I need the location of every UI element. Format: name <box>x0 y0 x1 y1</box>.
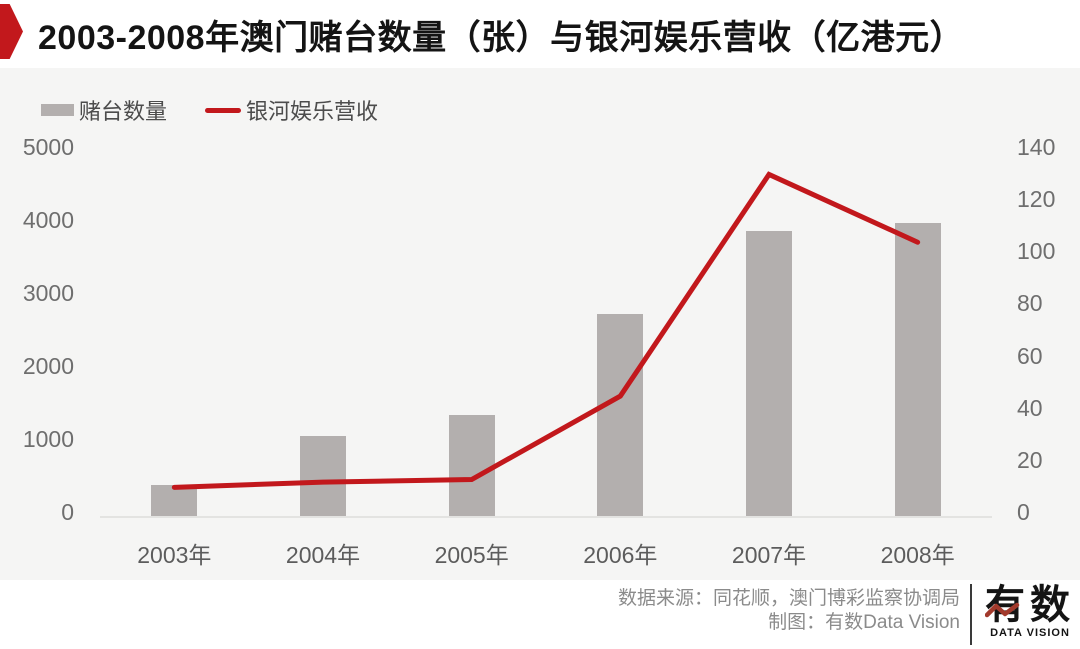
red-arrow-marker-icon <box>0 4 23 59</box>
logo-zigzag-icon <box>985 602 1020 618</box>
legend-item-tables: 赌台数量 <box>41 94 167 126</box>
line-swatch-icon <box>205 107 242 113</box>
legend-item-revenue: 银河娱乐营收 <box>205 94 378 126</box>
title-band: 2003-2008年澳门赌台数量（张）与银河娱乐营收（亿港元） <box>0 0 1080 68</box>
legend-label-revenue: 银河娱乐营收 <box>246 99 379 124</box>
legend: 赌台数量 银河娱乐营收 <box>41 94 378 126</box>
source-credit-text: 数据来源：同花顺，澳门博彩监察协调局 制图：有数Data Vision <box>618 587 960 635</box>
credit-line: 制图：有数Data Vision <box>768 612 960 633</box>
page-title: 2003-2008年澳门赌台数量（张）与银河娱乐营收（亿港元） <box>38 18 965 57</box>
legend-label-tables: 赌台数量 <box>79 99 168 124</box>
data-vision-logo: 有数 DATA VISION <box>982 585 1078 639</box>
footer-divider <box>970 584 972 645</box>
chart-area: 赌台数量 银河娱乐营收 <box>0 68 1080 580</box>
footer: 数据来源：同花顺，澳门博彩监察协调局 制图：有数Data Vision 有数 D… <box>0 580 1080 649</box>
bar-swatch-icon <box>41 104 74 116</box>
logo-en-text: DATA VISION <box>990 627 1070 639</box>
data-source-line: 数据来源：同花顺，澳门博彩监察协调局 <box>617 588 960 609</box>
logo-cn-text: 有数 <box>985 583 1075 627</box>
